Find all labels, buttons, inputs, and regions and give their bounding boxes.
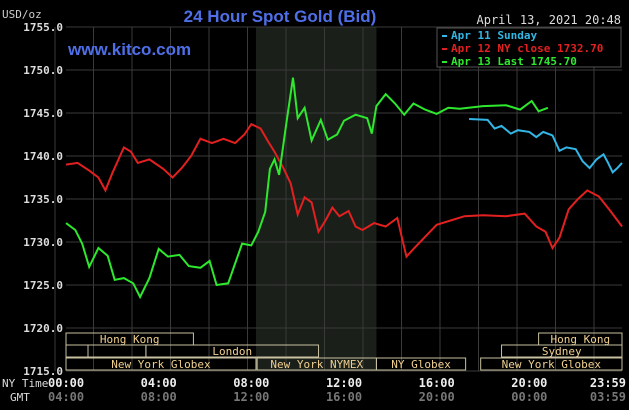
y-tick-label: 1725.0 <box>23 279 63 292</box>
site-logo-text[interactable]: www.kitco.com <box>67 40 191 59</box>
session-label: NY Globex <box>391 358 451 371</box>
ny-time-tick: 00:00 <box>48 376 84 390</box>
session-label: New York NYMEX <box>270 358 363 371</box>
gmt-time-tick: 00:00 <box>511 390 547 404</box>
legend-swatch <box>442 48 447 50</box>
session-label: London <box>212 345 252 358</box>
y-tick-label: 1730.0 <box>23 236 63 249</box>
legend-entry: Apr 13 Last 1745.70 <box>451 55 577 68</box>
session-label: Sydney <box>542 345 582 358</box>
ny-time-label: NY Time <box>2 377 48 390</box>
session-label: Hong Kong <box>100 333 160 346</box>
session-box <box>375 357 467 371</box>
chart-title: 24 Hour Spot Gold (Bid) <box>184 7 377 26</box>
session-box <box>145 344 320 358</box>
legend-swatch <box>442 61 447 63</box>
session-label: New York Globex <box>111 358 211 371</box>
grid <box>54 26 622 372</box>
ny-time-tick: 04:00 <box>141 376 177 390</box>
gmt-time-tick: 16:00 <box>326 390 362 404</box>
legend-entry: Apr 12 NY close 1732.70 <box>451 42 603 55</box>
y-tick-label: 1735.0 <box>23 193 63 206</box>
ny-time-tick: 08:00 <box>233 376 269 390</box>
ny-time-tick: 16:00 <box>419 376 455 390</box>
legend-entry: Apr 11 Sunday <box>451 29 537 42</box>
ny-time-tick: 12:00 <box>326 376 362 390</box>
y-axis-units: USD/oz <box>2 8 42 21</box>
session-label: Hong Kong <box>550 333 610 346</box>
legend-box <box>436 27 622 68</box>
session-label: New York Globex <box>502 358 602 371</box>
series-line-2 <box>65 77 549 300</box>
session-box <box>65 357 257 371</box>
y-tick-label: 1740.0 <box>23 150 63 163</box>
ny-time-tick: 23:59 <box>590 376 626 390</box>
gmt-time-tick: 20:00 <box>419 390 455 404</box>
y-tick-label: 1745.0 <box>23 107 63 120</box>
gmt-time-tick: 03:59 <box>590 390 626 404</box>
session-box <box>480 357 623 371</box>
y-tick-label: 1750.0 <box>23 64 63 77</box>
y-tick-label: 1720.0 <box>23 322 63 335</box>
series-lines <box>65 77 623 300</box>
series-line-1 <box>65 122 623 259</box>
session-box <box>501 344 623 358</box>
legend-swatch <box>442 35 447 37</box>
gmt-time-tick: 04:00 <box>48 390 84 404</box>
gmt-label: GMT <box>10 391 30 404</box>
series-line-0 <box>469 118 623 174</box>
ny-time-tick: 20:00 <box>511 376 547 390</box>
y-axis-ticks: 1755.0 1750.0 1745.0 1740.0 1735.0 1730.0 1725… <box>23 21 63 378</box>
y-tick-label: 1715.0 <box>23 365 63 378</box>
gmt-time-tick: 08:00 <box>141 390 177 404</box>
gmt-time-tick: 12:00 <box>233 390 269 404</box>
y-tick-label: 1755.0 <box>23 21 63 34</box>
x-axis-ticks: NY TimeGMT00:0004:0004:0008:0008:0012:00… <box>2 376 626 404</box>
chart-datetime: April 13, 2021 20:48 <box>477 13 622 27</box>
